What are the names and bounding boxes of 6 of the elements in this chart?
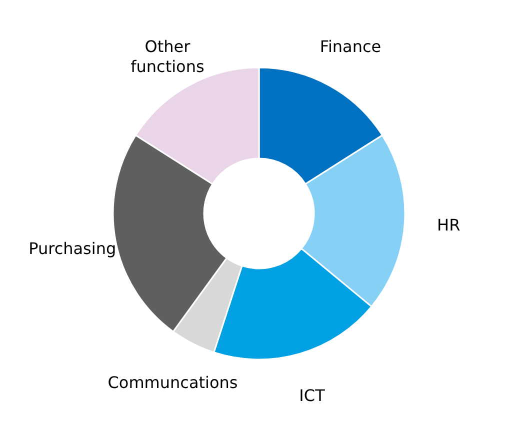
slice-label: Other functions bbox=[130, 37, 204, 76]
slice-label: Finance bbox=[320, 37, 382, 56]
slice-label: Purchasing bbox=[28, 239, 116, 258]
slice-label: HR bbox=[437, 215, 460, 234]
slice-label: ICT bbox=[299, 386, 326, 405]
slice-label: Communcations bbox=[108, 372, 238, 392]
